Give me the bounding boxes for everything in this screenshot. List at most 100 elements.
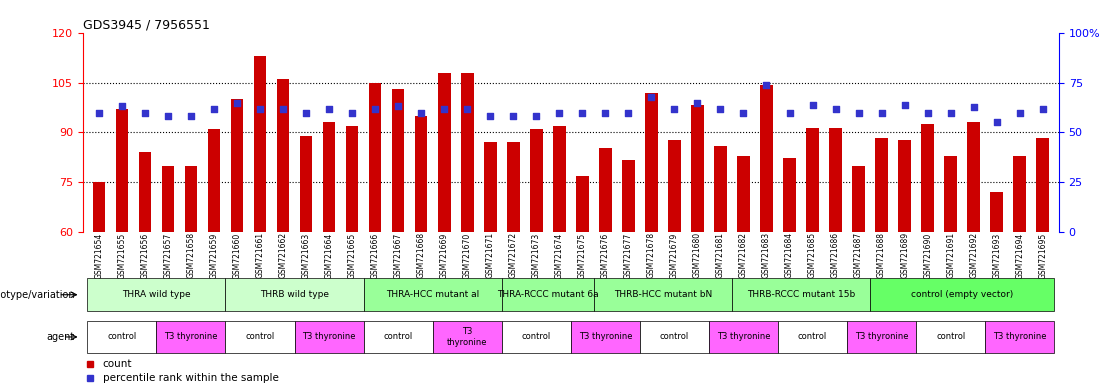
- Point: [665, 106, 683, 112]
- Point: [251, 106, 269, 112]
- Point: [965, 103, 983, 109]
- Bar: [737, 156, 750, 232]
- Bar: [1014, 156, 1026, 232]
- Point: [1034, 106, 1051, 112]
- Point: [758, 81, 775, 88]
- Bar: [870, 278, 1054, 311]
- Point: [643, 93, 661, 99]
- Text: T3 thyronine: T3 thyronine: [855, 333, 909, 341]
- Text: GSM721693: GSM721693: [993, 232, 1002, 278]
- Text: GSM721675: GSM721675: [578, 232, 587, 278]
- Bar: [853, 166, 865, 232]
- Text: GSM721694: GSM721694: [1015, 232, 1025, 278]
- Point: [735, 109, 752, 116]
- Text: GSM721684: GSM721684: [785, 232, 794, 278]
- Bar: [1037, 139, 1049, 232]
- Bar: [116, 109, 128, 232]
- Text: GSM721672: GSM721672: [508, 232, 517, 278]
- Text: GSM721673: GSM721673: [532, 232, 540, 278]
- Bar: [760, 84, 773, 232]
- Point: [389, 103, 407, 109]
- Text: GSM721695: GSM721695: [1038, 232, 1047, 278]
- Bar: [207, 129, 221, 232]
- Bar: [157, 321, 225, 353]
- Point: [320, 106, 338, 112]
- Bar: [415, 116, 428, 232]
- Point: [896, 101, 913, 108]
- Point: [688, 99, 706, 106]
- Bar: [368, 83, 382, 232]
- Point: [159, 113, 176, 119]
- Text: GSM721663: GSM721663: [301, 232, 311, 278]
- Point: [481, 113, 499, 119]
- Bar: [364, 278, 502, 311]
- Point: [574, 109, 591, 116]
- Text: percentile rank within the sample: percentile rank within the sample: [103, 373, 278, 383]
- Bar: [87, 278, 225, 311]
- Text: GSM721658: GSM721658: [186, 232, 195, 278]
- Text: GSM721688: GSM721688: [877, 232, 886, 278]
- Point: [620, 109, 638, 116]
- Text: GSM721660: GSM721660: [233, 232, 242, 278]
- Point: [90, 109, 108, 116]
- Point: [343, 109, 361, 116]
- Text: GSM721674: GSM721674: [555, 232, 564, 278]
- Point: [597, 109, 614, 116]
- Bar: [277, 79, 289, 232]
- Text: GSM721655: GSM721655: [117, 232, 127, 278]
- Text: agent: agent: [46, 332, 75, 342]
- Text: THRA-RCCC mutant 6a: THRA-RCCC mutant 6a: [497, 290, 599, 299]
- Bar: [714, 146, 727, 232]
- Point: [504, 113, 522, 119]
- Bar: [990, 192, 1003, 232]
- Bar: [622, 161, 634, 232]
- Point: [827, 106, 845, 112]
- Bar: [184, 166, 197, 232]
- Bar: [921, 124, 934, 232]
- Text: T3
thyronine: T3 thyronine: [447, 327, 488, 347]
- Text: GSM721666: GSM721666: [371, 232, 379, 278]
- Bar: [295, 321, 364, 353]
- Bar: [139, 152, 151, 232]
- Text: GSM721661: GSM721661: [256, 232, 265, 278]
- Text: T3 thyronine: T3 thyronine: [164, 333, 217, 341]
- Bar: [507, 142, 520, 232]
- Point: [550, 109, 568, 116]
- Text: GSM721662: GSM721662: [279, 232, 288, 278]
- Bar: [432, 321, 502, 353]
- Bar: [847, 321, 917, 353]
- Point: [413, 109, 430, 116]
- Point: [527, 113, 545, 119]
- Text: GSM721687: GSM721687: [854, 232, 863, 278]
- Text: GSM721681: GSM721681: [716, 232, 725, 278]
- Text: GSM721676: GSM721676: [601, 232, 610, 278]
- Text: GSM721682: GSM721682: [739, 232, 748, 278]
- Bar: [692, 104, 704, 232]
- Text: GSM721683: GSM721683: [762, 232, 771, 278]
- Point: [872, 109, 890, 116]
- Text: GSM721671: GSM721671: [485, 232, 495, 278]
- Bar: [502, 321, 570, 353]
- Bar: [967, 122, 981, 232]
- Bar: [461, 73, 473, 232]
- Bar: [502, 278, 593, 311]
- Text: GSM721656: GSM721656: [140, 232, 149, 278]
- Point: [228, 99, 246, 106]
- Bar: [529, 129, 543, 232]
- Bar: [668, 141, 681, 232]
- Bar: [783, 159, 796, 232]
- Point: [182, 113, 200, 119]
- Bar: [323, 122, 335, 232]
- Text: GSM721654: GSM721654: [95, 232, 104, 278]
- Text: GSM721679: GSM721679: [670, 232, 679, 278]
- Text: THRB-HCC mutant bN: THRB-HCC mutant bN: [613, 290, 713, 299]
- Text: GSM721667: GSM721667: [394, 232, 403, 278]
- Point: [275, 106, 292, 112]
- Text: THRA-HCC mutant al: THRA-HCC mutant al: [386, 290, 480, 299]
- Text: THRB-RCCC mutant 15b: THRB-RCCC mutant 15b: [747, 290, 855, 299]
- Text: GDS3945 / 7956551: GDS3945 / 7956551: [83, 18, 210, 31]
- Text: GSM721685: GSM721685: [808, 232, 817, 278]
- Text: GSM721689: GSM721689: [900, 232, 909, 278]
- Text: T3 thyronine: T3 thyronine: [993, 333, 1047, 341]
- Bar: [231, 99, 244, 232]
